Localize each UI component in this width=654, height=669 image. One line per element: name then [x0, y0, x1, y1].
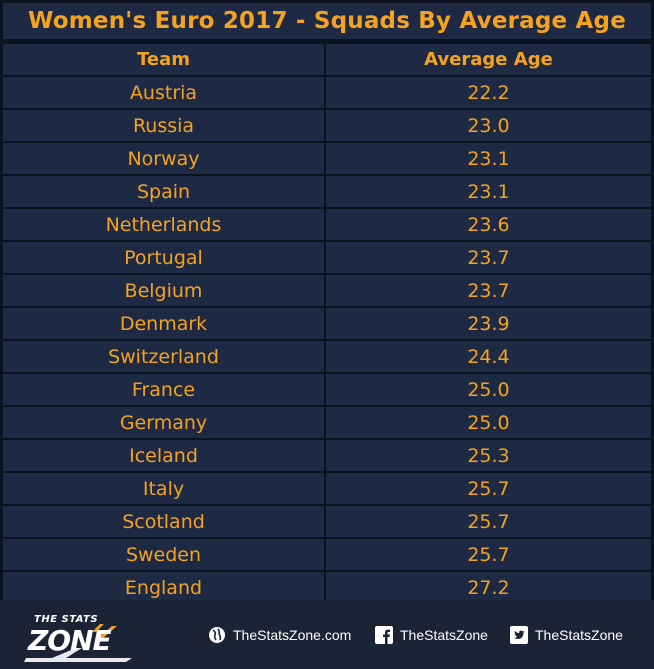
table-body: Austria 22.2 Russia 23.0 Norway 23.1 Spain 23.1…: [3, 77, 651, 603]
average-age-cell: 23.6: [326, 209, 651, 240]
table-row: Germany 25.0: [3, 407, 651, 438]
team-cell: Spain: [3, 176, 326, 207]
average-age-cell: 25.7: [326, 506, 651, 537]
team-cell: Belgium: [3, 275, 326, 306]
team-cell: England: [3, 572, 326, 603]
team-cell: Germany: [3, 407, 326, 438]
logo-swoosh-icon: [24, 624, 132, 662]
average-age-cell: 23.1: [326, 176, 651, 207]
team-cell: Iceland: [3, 440, 326, 471]
table-row: Switzerland 24.4: [3, 341, 651, 372]
table-row: Iceland 25.3: [3, 440, 651, 471]
table-row: Portugal 23.7: [3, 242, 651, 273]
footer: THE STATS ZONE TheStatsZone.com TheStats…: [0, 600, 654, 669]
twitter-icon: [510, 626, 528, 644]
average-age-cell: 25.7: [326, 473, 651, 504]
logo-text-big: ZONE: [28, 624, 112, 657]
website-link[interactable]: TheStatsZone.com: [208, 624, 351, 646]
facebook-icon: [375, 626, 393, 644]
team-cell: Portugal: [3, 242, 326, 273]
table-row: Italy 25.7: [3, 473, 651, 504]
average-age-cell: 23.7: [326, 275, 651, 306]
team-cell: France: [3, 374, 326, 405]
table-frame: Women's Euro 2017 - Squads By Average Ag…: [0, 0, 654, 603]
team-cell: Denmark: [3, 308, 326, 339]
twitter-label: TheStatsZone: [535, 627, 623, 643]
chart-title: Women's Euro 2017 - Squads By Average Ag…: [3, 3, 651, 39]
table-row: Sweden 25.7: [3, 539, 651, 570]
table-row: Scotland 25.7: [3, 506, 651, 537]
logo-text-small: THE STATS: [34, 614, 99, 625]
team-cell: Netherlands: [3, 209, 326, 240]
table-row: Norway 23.1: [3, 143, 651, 174]
data-table: Team Average Age Austria 22.2 Russia 23.0 No…: [3, 42, 651, 605]
team-cell: Italy: [3, 473, 326, 504]
column-header-average-age: Average Age: [326, 44, 651, 75]
team-cell: Sweden: [3, 539, 326, 570]
table-row: Belgium 23.7: [3, 275, 651, 306]
facebook-label: TheStatsZone: [400, 627, 488, 643]
average-age-cell: 24.4: [326, 341, 651, 372]
table-row: England 27.2: [3, 572, 651, 603]
table-row: Netherlands 23.6: [3, 209, 651, 240]
table-row: Russia 23.0: [3, 110, 651, 141]
website-label: TheStatsZone.com: [233, 627, 352, 643]
team-cell: Scotland: [3, 506, 326, 537]
average-age-cell: 25.0: [326, 374, 651, 405]
stats-zone-logo: THE STATS ZONE: [22, 612, 142, 662]
facebook-link[interactable]: TheStatsZone: [375, 624, 488, 646]
average-age-cell: 25.0: [326, 407, 651, 438]
team-cell: Norway: [3, 143, 326, 174]
average-age-cell: 23.7: [326, 242, 651, 273]
average-age-cell: 23.1: [326, 143, 651, 174]
team-cell: Russia: [3, 110, 326, 141]
average-age-cell: 27.2: [326, 572, 651, 603]
table-row: Denmark 23.9: [3, 308, 651, 339]
team-cell: Switzerland: [3, 341, 326, 372]
table-row: Austria 22.2: [3, 77, 651, 108]
average-age-cell: 23.9: [326, 308, 651, 339]
globe-icon: [209, 627, 225, 643]
table-row: France 25.0: [3, 374, 651, 405]
header-row: Team Average Age: [3, 44, 651, 75]
average-age-cell: 23.0: [326, 110, 651, 141]
twitter-link[interactable]: TheStatsZone: [510, 624, 623, 646]
table-row: Spain 23.1: [3, 176, 651, 207]
average-age-cell: 22.2: [326, 77, 651, 108]
team-cell: Austria: [3, 77, 326, 108]
average-age-cell: 25.7: [326, 539, 651, 570]
column-header-team: Team: [3, 44, 326, 75]
average-age-cell: 25.3: [326, 440, 651, 471]
